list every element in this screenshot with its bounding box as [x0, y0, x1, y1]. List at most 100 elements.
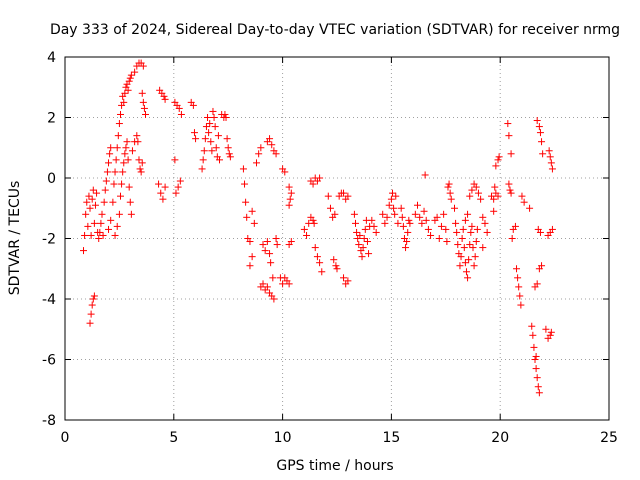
data-point-marker — [113, 144, 121, 152]
data-point-marker — [468, 186, 476, 194]
data-point-marker — [467, 228, 475, 236]
y-tick-label: -6 — [42, 353, 56, 369]
data-point-marker — [309, 216, 317, 224]
data-point-marker — [309, 180, 317, 188]
data-point-marker — [85, 192, 93, 200]
data-point-marker — [206, 120, 214, 128]
data-point-marker — [202, 123, 210, 131]
data-point-marker — [300, 225, 308, 233]
data-point-marker — [263, 238, 271, 246]
data-point-marker — [465, 256, 473, 264]
grid-lines — [65, 57, 609, 420]
data-point-marker — [548, 225, 556, 233]
data-point-marker — [398, 213, 406, 221]
data-point-marker — [131, 68, 139, 76]
data-point-marker — [379, 210, 387, 218]
data-point-marker — [447, 195, 455, 203]
data-point-marker — [533, 117, 541, 125]
data-point-marker — [397, 204, 405, 212]
data-point-marker — [427, 231, 435, 239]
data-point-marker — [332, 262, 340, 270]
data-point-marker — [201, 135, 209, 143]
data-point-marker — [88, 195, 96, 203]
data-point-marker — [88, 301, 96, 309]
data-point-marker — [136, 165, 144, 173]
data-point-marker — [516, 292, 524, 300]
data-point-marker — [406, 219, 414, 227]
data-point-marker — [124, 86, 132, 94]
data-point-marker — [333, 265, 341, 273]
data-point-marker — [105, 225, 113, 233]
data-point-marker — [545, 147, 553, 155]
data-point-marker — [461, 216, 469, 224]
data-point-marker — [118, 180, 126, 188]
chart-title: Day 333 of 2024, Sidereal Day-to-day VTE… — [50, 22, 620, 38]
data-point-marker — [414, 201, 422, 209]
data-point-marker — [490, 207, 498, 215]
data-point-marker — [466, 192, 474, 200]
data-point-marker — [90, 219, 98, 227]
data-point-marker — [126, 198, 134, 206]
data-point-marker — [461, 259, 469, 267]
data-point-marker — [139, 62, 147, 70]
data-point-marker — [101, 186, 109, 194]
y-tick-label: -2 — [42, 232, 56, 248]
data-point-marker — [89, 295, 97, 303]
data-point-marker — [404, 228, 412, 236]
data-point-marker — [383, 213, 391, 221]
data-point-marker — [210, 114, 218, 121]
data-point-marker — [479, 244, 487, 252]
data-point-marker — [421, 171, 429, 179]
data-point-marker — [215, 156, 223, 164]
data-point-marker — [267, 259, 275, 267]
data-point-marker — [176, 177, 184, 185]
data-point-marker — [388, 189, 396, 197]
data-point-marker — [160, 92, 168, 100]
data-point-marker — [451, 204, 459, 212]
data-point-marker — [472, 238, 480, 246]
data-point-marker — [127, 71, 135, 79]
y-tick-label: -4 — [42, 292, 56, 308]
data-point-marker — [511, 222, 519, 230]
data-point-marker — [102, 177, 110, 185]
data-point-marker — [133, 132, 141, 140]
data-point-marker — [444, 183, 452, 191]
data-point-marker — [402, 244, 410, 252]
data-point-marker — [513, 265, 521, 273]
data-point-marker — [97, 219, 105, 227]
data-point-marker — [174, 183, 182, 191]
data-point-marker — [361, 225, 369, 233]
y-tick-label: 4 — [47, 50, 56, 66]
data-point-marker — [211, 123, 219, 131]
data-point-marker — [392, 192, 400, 200]
data-point-marker — [209, 107, 217, 115]
data-point-marker — [248, 253, 256, 261]
data-point-marker — [515, 283, 523, 291]
data-point-marker — [443, 238, 451, 246]
data-point-marker — [418, 219, 426, 227]
data-point-marker — [107, 216, 115, 224]
data-point-marker — [353, 228, 361, 236]
data-point-marker — [115, 210, 123, 218]
data-point-marker — [161, 95, 169, 103]
data-point-marker — [243, 213, 251, 221]
data-point-marker — [494, 156, 502, 164]
data-point-marker — [81, 231, 89, 239]
data-point-marker — [138, 89, 146, 97]
data-point-marker — [507, 150, 515, 158]
data-point-marker — [472, 183, 480, 191]
x-tick-label: 10 — [274, 430, 292, 446]
data-point-marker — [259, 280, 267, 288]
data-point-marker — [505, 132, 513, 140]
x-tick-label: 5 — [169, 430, 178, 446]
data-point-marker — [79, 247, 87, 255]
data-point-marker — [86, 319, 94, 327]
data-point-marker — [470, 262, 478, 270]
data-point-marker — [111, 168, 119, 176]
data-point-marker — [86, 204, 94, 212]
data-point-marker — [112, 156, 120, 164]
data-point-marker — [175, 104, 183, 112]
data-point-marker — [199, 156, 207, 164]
data-point-marker — [269, 274, 277, 282]
data-point-marker — [473, 225, 481, 233]
